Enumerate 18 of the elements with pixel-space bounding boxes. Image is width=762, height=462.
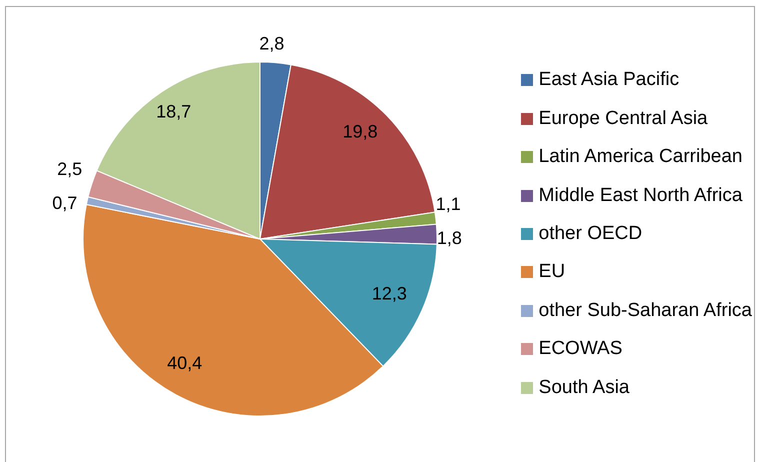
legend-label: EU [538,261,566,284]
legend-label: other OECD [538,222,642,245]
data-label: 2,8 [259,34,284,54]
legend-label: Europe Central Asia [538,108,708,130]
legend-label: Middle East North Africa [538,184,742,207]
data-label: 19,8 [342,121,378,142]
legend-label: ECOWAS [538,338,622,360]
data-label: 0,7 [52,192,78,213]
data-label: 12,3 [372,283,407,304]
legend-label: other Sub-Saharan Africa [538,300,752,322]
data-label: 18,7 [156,102,192,122]
legend-label: Latin America Carribean [538,146,742,168]
data-label: 1,8 [436,228,462,248]
legend-label: East Asia Pacific [538,69,680,92]
data-label: 40,4 [167,352,202,373]
data-label: 2,5 [57,158,82,179]
data-label: 1,1 [436,194,461,214]
legend-label: South Asia [538,376,630,399]
